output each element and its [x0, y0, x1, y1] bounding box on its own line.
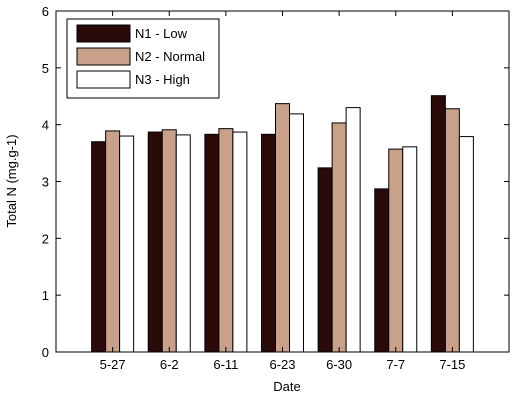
x-tick-label: 5-27 [100, 357, 126, 372]
bar-1-6 [444, 108, 460, 353]
x-axis-label: Date [273, 379, 300, 394]
bar-2-0 [119, 135, 135, 353]
bar-0-2 [204, 133, 220, 353]
x-tick-label: 6-11 [213, 357, 238, 372]
bar-2-6 [458, 136, 474, 353]
bar-1-4 [331, 122, 347, 353]
bar-1-5 [388, 148, 404, 353]
y-tick-label: 2 [42, 231, 49, 246]
x-tick-label: 7-15 [439, 357, 465, 372]
legend-swatch-2 [76, 70, 131, 89]
bar-2-3 [289, 113, 304, 353]
y-tick-label: 6 [42, 4, 49, 19]
legend-swatch-1 [76, 47, 131, 66]
x-tick-label: 6-30 [326, 357, 352, 372]
legend-label: N2 - Normal [135, 49, 205, 64]
y-axis-label: Total N (mg.g-1) [4, 134, 19, 227]
legend-label: N3 - High [135, 72, 190, 87]
bar-0-4 [317, 167, 333, 353]
bar-0-1 [147, 131, 163, 353]
y-tick-label: 5 [42, 61, 49, 76]
x-tick-label: 6-23 [269, 357, 295, 372]
bar-2-5 [402, 146, 418, 353]
bar-1-3 [275, 103, 290, 353]
bar-1-1 [161, 129, 177, 353]
bar-2-1 [175, 134, 191, 353]
legend-label: N1 - Low [135, 26, 188, 41]
bar-0-0 [91, 141, 107, 353]
y-tick-label: 0 [42, 345, 49, 360]
bar-1-0 [105, 130, 121, 353]
bar-2-2 [232, 131, 248, 353]
legend-swatch-0 [76, 24, 131, 43]
bar-0-3 [261, 133, 276, 353]
x-tick-label: 7-7 [386, 357, 405, 372]
plot-area: 0 1 2 3 4 5 6 5-27 6-2 6-11 6-23 6-30 7-7 7-15 N1 - Lo… [42, 4, 510, 372]
y-tick-label: 1 [42, 288, 49, 303]
bar-0-6 [430, 95, 446, 353]
bar-0-5 [374, 188, 390, 353]
y-tick-label: 4 [42, 118, 49, 133]
bar-2-4 [345, 107, 361, 353]
bar-1-2 [218, 128, 234, 353]
y-tick-label: 3 [42, 175, 49, 190]
x-tick-label: 6-2 [160, 357, 179, 372]
